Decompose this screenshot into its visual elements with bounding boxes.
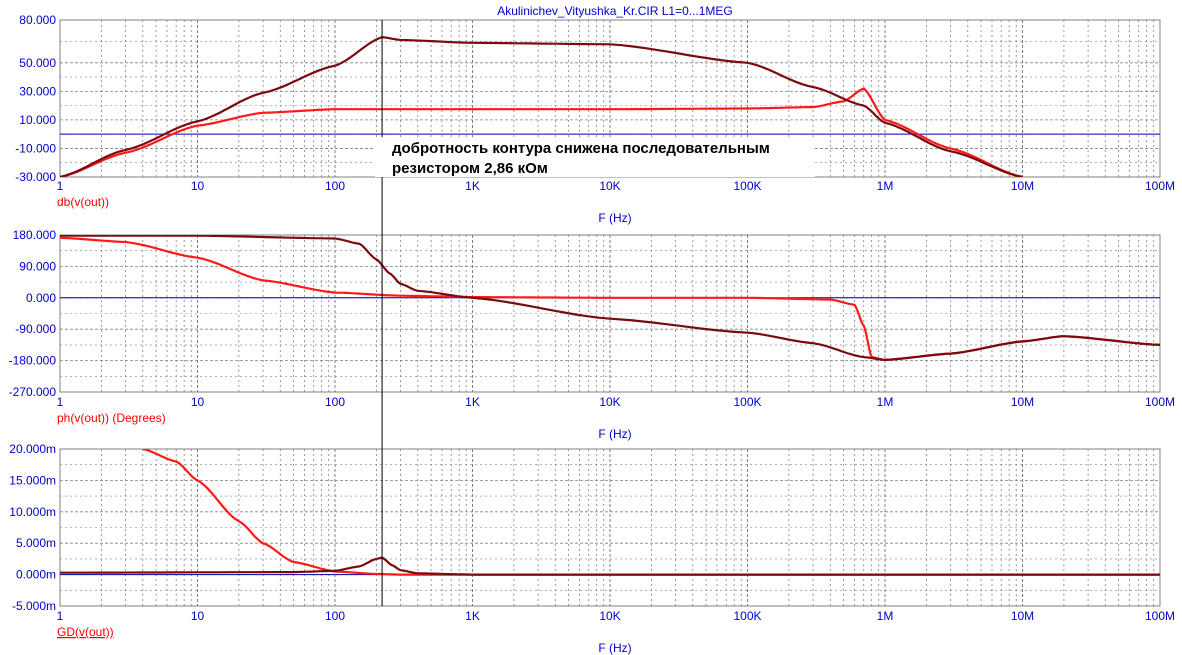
x-tick-label: 100: [325, 395, 345, 409]
x-tick-label: 1K: [465, 395, 480, 409]
x-tick-label: 10K: [599, 395, 620, 409]
y-tick-label: 180.000: [13, 228, 57, 242]
window-title: Akulinichev_Vityushka_Kr.CIR L1=0...1MEG: [497, 4, 733, 18]
y-tick-label: 10.000: [19, 113, 56, 127]
y-tick-label: 30.000: [19, 84, 56, 98]
y-tick-label: -10.000: [15, 141, 56, 155]
x-axis-title: F (Hz): [598, 211, 631, 225]
series-line-bright: [142, 449, 1160, 576]
x-tick-label: 10M: [1011, 395, 1034, 409]
x-tick-label: 100M: [1145, 395, 1175, 409]
x-tick-label: 1K: [465, 179, 480, 193]
annotation-background: [375, 137, 815, 177]
plot-panel-2: 180.000 90.000 0.000 -90.000 -180.000 -270.00…: [9, 228, 1175, 441]
series-line-dark: [60, 235, 1160, 361]
x-tick-label: 100K: [733, 395, 761, 409]
y-tick-label: 15.000m: [9, 473, 56, 487]
y-tick-label: -180.000: [9, 354, 57, 368]
plot-panel-3: 20.000m 15.000m 10.000m 5.000m 0.000m -5.000m…: [9, 442, 1175, 655]
x-tick-label: 1M: [877, 609, 894, 623]
expression-label-db: db(v(out)): [57, 195, 109, 209]
x-axis-title: F (Hz): [598, 427, 631, 441]
series-line-bright: [60, 87, 1023, 177]
y-tick-label: 80.000: [19, 13, 56, 27]
x-tick-label: 1: [57, 179, 64, 193]
x-tick-label: 100K: [733, 609, 761, 623]
series-line-dark: [60, 36, 1023, 177]
x-tick-label: 10: [191, 609, 205, 623]
x-tick-label: 100M: [1145, 609, 1175, 623]
y-tick-label: 0.000: [26, 291, 56, 305]
expression-label-ph: ph(v(out)) (Degrees): [57, 411, 166, 425]
x-tick-label: 10M: [1011, 179, 1034, 193]
x-tick-label: 100: [325, 609, 345, 623]
x-tick-label: 1M: [877, 395, 894, 409]
y-tick-label: 90.000: [19, 259, 56, 273]
x-tick-label: 100K: [733, 179, 761, 193]
x-tick-label: 10: [191, 395, 205, 409]
x-tick-label: 1M: [877, 179, 894, 193]
y-tick-label: -270.000: [9, 385, 57, 399]
y-tick-label: 50.000: [19, 56, 56, 70]
x-tick-label: 10K: [599, 609, 620, 623]
y-tick-label: -5.000m: [12, 599, 56, 613]
y-tick-label: 5.000m: [16, 536, 56, 550]
x-tick-label: 100: [325, 179, 345, 193]
y-tick-label: 10.000m: [9, 505, 56, 519]
x-tick-label: 100M: [1145, 179, 1175, 193]
y-tick-label: -30.000: [15, 170, 56, 184]
y-tick-label: 0.000m: [16, 568, 56, 582]
annotation-line-1: добротность контура снижена последовател…: [392, 140, 770, 157]
x-tick-label: 1K: [465, 609, 480, 623]
x-tick-label: 1: [57, 395, 64, 409]
expression-label-gd[interactable]: GD(v(out)): [57, 625, 114, 639]
y-tick-label: 20.000m: [9, 442, 56, 456]
x-tick-label: 10K: [599, 179, 620, 193]
annotation-line-2: резистором 2,86 кОм: [392, 160, 548, 177]
x-tick-label: 1: [57, 609, 64, 623]
x-tick-label: 10M: [1011, 609, 1034, 623]
y-tick-label: -90.000: [15, 322, 56, 336]
x-axis-title: F (Hz): [598, 641, 631, 655]
x-tick-label: 10: [191, 179, 205, 193]
